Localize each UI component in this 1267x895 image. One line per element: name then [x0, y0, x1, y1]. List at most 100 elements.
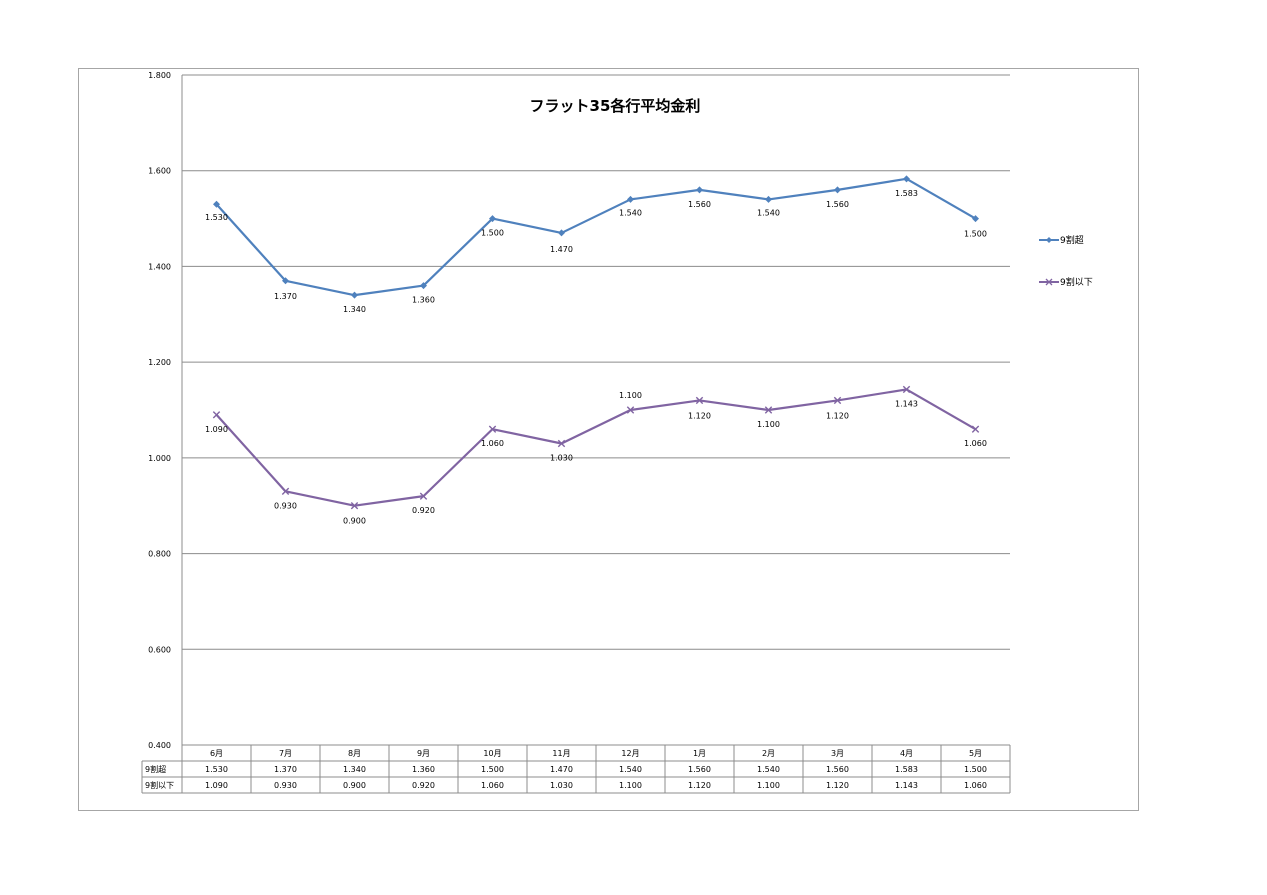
- table-cell: 1.470: [550, 765, 573, 774]
- table-cell: 0.930: [274, 781, 297, 790]
- data-label: 0.930: [274, 501, 297, 510]
- data-point: [419, 492, 428, 500]
- y-tick-label: 0.600: [148, 645, 171, 654]
- data-label: 1.500: [964, 230, 987, 239]
- data-label: 0.900: [343, 517, 366, 526]
- legend-marker: [1046, 237, 1052, 243]
- y-tick-label: 0.400: [148, 741, 171, 750]
- data-point: [212, 411, 221, 419]
- data-label: 1.060: [964, 439, 987, 448]
- series-line: [215, 388, 977, 507]
- table-cell: 1.540: [757, 765, 780, 774]
- x-tick-label: 2月: [762, 749, 775, 758]
- table-series-name: 9割超: [145, 764, 166, 774]
- table-cell: 1.060: [481, 781, 504, 790]
- data-point: [213, 200, 220, 208]
- x-tick-label: 4月: [900, 749, 913, 758]
- data-point: [765, 195, 772, 203]
- chart-area: [78, 68, 1139, 811]
- data-label: 1.560: [688, 200, 711, 209]
- data-label: 1.540: [619, 208, 642, 217]
- table-cell: 1.560: [826, 765, 849, 774]
- table-cell: 1.120: [688, 781, 711, 790]
- table-cell: 1.583: [895, 765, 918, 774]
- x-tick-label: 11月: [552, 749, 570, 758]
- data-point: [281, 487, 290, 496]
- table-series-name: 9割以下: [145, 780, 174, 790]
- data-point: [695, 396, 704, 405]
- y-tick-label: 1.400: [148, 262, 171, 271]
- table-cell: 1.090: [205, 781, 228, 790]
- legend-label: 9割以下: [1060, 276, 1093, 288]
- data-point: [489, 215, 496, 223]
- data-point: [351, 291, 358, 299]
- table-cell: 1.143: [895, 781, 918, 790]
- data-point: [282, 277, 289, 285]
- table-cell: 1.540: [619, 765, 642, 774]
- table-cell: 1.060: [964, 781, 987, 790]
- x-tick-label: 12月: [621, 749, 639, 758]
- data-point: [903, 175, 910, 183]
- data-label: 1.100: [757, 420, 780, 429]
- data-point: [971, 425, 980, 433]
- data-label: 1.583: [895, 189, 918, 198]
- table-cell: 0.900: [343, 781, 366, 790]
- data-point: [558, 229, 565, 237]
- x-tick-label: 3月: [831, 749, 844, 758]
- table-cell: 1.560: [688, 765, 711, 774]
- table-cell: 1.120: [826, 781, 849, 790]
- y-tick-label: 1.800: [148, 71, 171, 80]
- table-cell: 1.370: [274, 765, 297, 774]
- data-label: 1.100: [619, 391, 642, 400]
- data-label: 1.060: [481, 439, 504, 448]
- data-label: 1.340: [343, 305, 366, 314]
- data-point: [696, 186, 703, 194]
- x-tick-label: 5月: [969, 749, 982, 758]
- table-cell: 0.920: [412, 781, 435, 790]
- x-tick-label: 8月: [348, 749, 361, 758]
- chart-title: フラット35各行平均金利: [530, 97, 701, 115]
- x-tick-label: 7月: [279, 749, 292, 758]
- data-label: 0.920: [412, 506, 435, 515]
- data-label: 1.560: [826, 200, 849, 209]
- data-label: 1.500: [481, 229, 504, 238]
- table-cell: 1.100: [757, 781, 780, 790]
- data-label: 1.143: [895, 399, 918, 408]
- data-label: 1.530: [205, 213, 228, 222]
- data-label: 1.540: [757, 208, 780, 217]
- data-label: 1.120: [688, 411, 711, 420]
- data-point: [833, 396, 842, 405]
- x-tick-label: 1月: [693, 749, 706, 758]
- data-label: 1.030: [550, 454, 573, 463]
- legend-marker: [1045, 278, 1053, 286]
- legend-label: 9割超: [1060, 234, 1084, 246]
- data-point: [902, 385, 911, 394]
- x-tick-label: 6月: [210, 749, 223, 758]
- data-point: [627, 195, 634, 203]
- table-cell: 1.030: [550, 781, 573, 790]
- data-label: 1.370: [274, 292, 297, 301]
- data-label: 1.470: [550, 245, 573, 254]
- table-cell: 1.340: [343, 765, 366, 774]
- y-tick-label: 1.000: [148, 454, 171, 463]
- data-point: [764, 406, 773, 414]
- x-tick-label: 10月: [483, 749, 501, 758]
- data-point: [420, 282, 427, 290]
- table-cell: 1.530: [205, 765, 228, 774]
- data-point: [834, 186, 841, 194]
- y-tick-label: 1.200: [148, 358, 171, 367]
- y-tick-label: 0.800: [148, 550, 171, 559]
- series-line: [215, 177, 977, 297]
- table-cell: 1.500: [964, 765, 987, 774]
- data-point: [972, 215, 979, 223]
- data-label: 1.360: [412, 296, 435, 305]
- data-label: 1.120: [826, 411, 849, 420]
- data-label: 1.090: [205, 425, 228, 434]
- data-point: [626, 406, 635, 414]
- data-point: [557, 439, 566, 448]
- data-point: [488, 425, 497, 433]
- x-tick-label: 9月: [417, 749, 430, 758]
- y-tick-label: 1.600: [148, 167, 171, 176]
- data-point: [350, 502, 359, 510]
